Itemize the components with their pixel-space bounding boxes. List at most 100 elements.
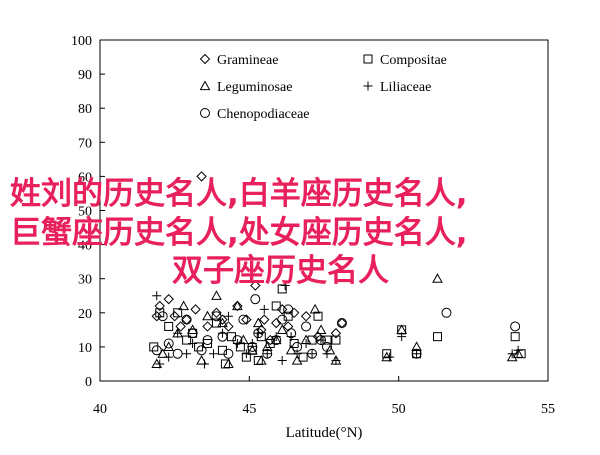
series-compositae [149, 284, 526, 369]
liliaceae-point [223, 311, 233, 321]
liliaceae-point [155, 359, 165, 369]
leguminosae-point [217, 317, 228, 328]
liliaceae-point [507, 349, 517, 359]
compositae-point [173, 308, 183, 318]
liliaceae-point [259, 304, 269, 314]
x-axis-label: Latitude(°N) [286, 425, 363, 441]
liliaceae-point [164, 352, 174, 362]
legend-label-compositae: Compositae [380, 53, 447, 68]
gramineae-point [202, 321, 213, 332]
x-tick-label: 50 [392, 402, 406, 417]
chenopodiaceae-point [321, 341, 332, 352]
liliaceae-point [292, 349, 302, 359]
gramineae-point [175, 321, 186, 332]
legend-label-leguminosae: Leguminosae [217, 80, 292, 95]
leguminosae-point [223, 358, 234, 369]
liliaceae-point [241, 349, 251, 359]
chenopodiaceae-point [172, 348, 183, 359]
y-tick-label: 30 [78, 273, 92, 288]
chenopodiaceae-point [181, 314, 192, 325]
compositae-point [149, 342, 159, 352]
chart-marks [149, 171, 526, 369]
compositae-point [331, 335, 341, 345]
chenopodiaceae-point [151, 345, 162, 356]
gramineae-point [190, 304, 201, 315]
compositae-point [382, 349, 392, 359]
chenopodiaceae-point [202, 335, 213, 346]
chenopodiaceae-point [211, 311, 222, 322]
series-gramineae [151, 171, 348, 346]
liliaceae-point [182, 349, 192, 359]
chenopodiaceae-point [277, 314, 288, 325]
gramineae-point [169, 311, 180, 322]
compositae-point [510, 332, 520, 342]
overlay-line-3: 双子座历史名人 [172, 253, 389, 289]
compositae-point [298, 352, 308, 362]
liliaceae-point [280, 281, 290, 291]
gramineae-point [271, 317, 282, 329]
overlay-line-2: 巨蟹座历史名人,处女座历史名人, [10, 215, 468, 251]
chenopodiaceae-point [253, 328, 264, 339]
leguminosae-point [232, 300, 243, 311]
gramineae-point [151, 311, 162, 322]
compositae-point [155, 308, 165, 318]
compositae-point [313, 311, 323, 321]
compositae-point [164, 321, 174, 331]
legend: Gramineae Compositae Leguminosae Liliaceae C… [188, 42, 482, 133]
x-tick-label: 55 [541, 402, 555, 417]
chenopodiaceae-point [441, 307, 452, 318]
chenopodiaceae-point [223, 348, 234, 359]
liliaceae-point [316, 335, 326, 345]
leguminosae-point [202, 310, 213, 321]
legend-marker-chenopodiaceae [200, 108, 210, 118]
gramineae-point [265, 334, 276, 346]
liliaceae-point [152, 291, 162, 301]
liliaceae-point [208, 349, 218, 359]
leguminosae-point [211, 290, 222, 300]
y-tick-label: 80 [78, 102, 92, 117]
gramineae-point [211, 307, 222, 319]
series-leguminosae [151, 273, 524, 369]
chenopodiaceae-point [283, 304, 294, 315]
series-chenopodiaceae [151, 294, 521, 359]
compositae-point [235, 342, 245, 352]
compositae-point [256, 332, 266, 342]
y-tick-label: 100 [71, 34, 92, 49]
legend-marker-gramineae [199, 53, 211, 65]
liliaceae-point [262, 349, 272, 359]
compositae-point [271, 301, 281, 311]
y-tick-label: 10 [78, 341, 92, 356]
gramineae-point [276, 304, 288, 315]
chenopodiaceae-point [271, 335, 282, 346]
leguminosae-point [432, 273, 443, 283]
leguminosae-point [309, 303, 321, 314]
chenopodiaceae-point [157, 311, 168, 322]
legend-label-gramineae: Gramineae [217, 53, 278, 68]
chenopodiaceae-point [262, 348, 273, 359]
gramineae-point [288, 307, 300, 319]
leguminosae-point [270, 334, 282, 345]
liliaceae-point [307, 349, 317, 359]
gramineae-point [330, 328, 342, 339]
gramineae-point [250, 280, 261, 291]
legend-label-liliaceae: Liliaceae [380, 80, 431, 95]
chenopodiaceae-point [307, 348, 318, 359]
y-tick-label: 20 [78, 307, 92, 322]
chenopodiaceae-point [316, 335, 327, 346]
leguminosae-point [315, 324, 327, 334]
liliaceae-point [200, 359, 210, 369]
y-tick-label: 40 [78, 239, 92, 254]
liliaceae-point [322, 349, 332, 359]
liliaceae-point [385, 352, 395, 362]
gramineae-point [259, 314, 270, 325]
chenopodiaceae-point [336, 318, 347, 329]
y-tick-label: 0 [85, 375, 92, 390]
liliaceae-point [397, 332, 407, 342]
leguminosae-point [276, 324, 288, 334]
chenopodiaceae-point [411, 348, 422, 359]
leguminosae-point [246, 344, 258, 355]
x-tick-label: 40 [93, 402, 107, 417]
legend-box [188, 42, 482, 133]
liliaceae-point [188, 338, 198, 348]
